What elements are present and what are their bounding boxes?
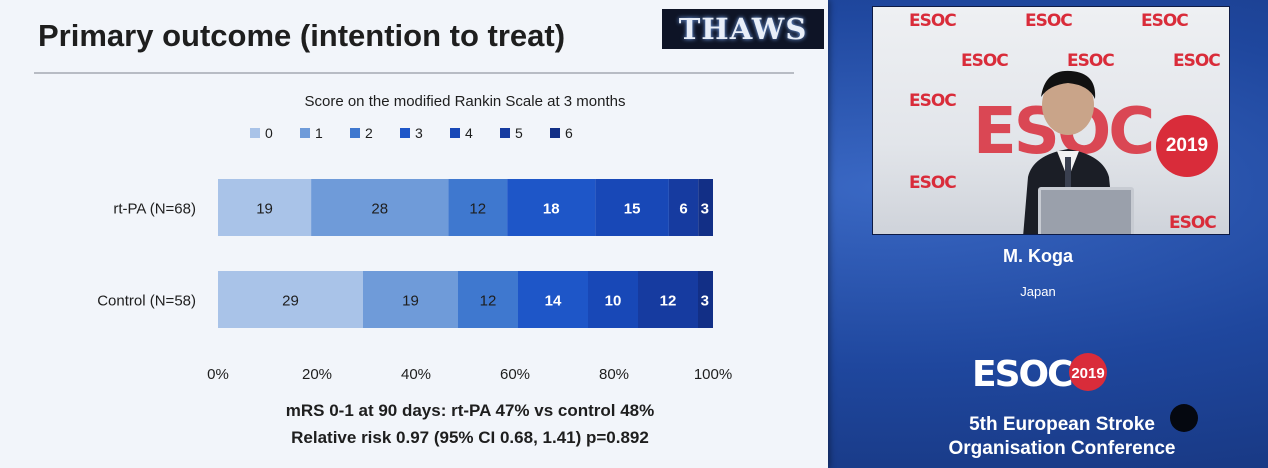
speaker-figure [1023, 70, 1134, 234]
data-label: 29 [282, 293, 299, 310]
speaker-country: Japan [1020, 284, 1056, 299]
esoc-backdrop-logo: ESOC [909, 11, 957, 31]
category-label: Control (N=58) [97, 293, 196, 310]
data-label: 10 [605, 293, 622, 310]
bar-segment [363, 271, 458, 328]
data-label: 12 [480, 293, 497, 310]
data-label: 6 [679, 201, 687, 218]
data-label: 12 [660, 293, 677, 310]
legend-label-6: 6 [565, 125, 573, 141]
esoc-backdrop-logo: ESOC [1141, 11, 1189, 31]
year-badge: 2019 [1156, 115, 1218, 177]
conference-name-line-1: 5th European Stroke [969, 414, 1155, 435]
esoc-backdrop-logo: ESOC [909, 173, 957, 193]
legend-swatch-6 [550, 128, 560, 138]
esoc-backdrop-logo: ESOC [961, 51, 1009, 71]
esoc-backdrop-logo: ESOC [1067, 51, 1115, 71]
stacked-bar-chart: 0 1 2 3 4 5 619 28 12 18 15 6 3rt-PA (N=68)29 19 12 14 1… [97, 125, 732, 383]
legend-label-3: 3 [415, 125, 423, 141]
data-label: 3 [701, 293, 709, 310]
x-tick-label: 80% [599, 366, 629, 383]
x-tick-label: 60% [500, 366, 530, 383]
chart-title: Score on the modified Rankin Scale at 3 … [304, 93, 626, 110]
slide-title: Primary outcome (intention to treat) [38, 18, 566, 53]
data-label: 12 [469, 201, 486, 218]
data-label: 28 [371, 201, 388, 218]
data-label: 19 [256, 201, 273, 218]
esoc-backdrop-logo: ESOC [1025, 11, 1073, 31]
x-tick-label: 20% [302, 366, 332, 383]
x-tick-label: 0% [207, 366, 229, 383]
legend-swatch-0 [250, 128, 260, 138]
stat-line-mrs: mRS 0-1 at 90 days: rt-PA 47% vs control… [285, 401, 655, 420]
microphone-tip [1170, 404, 1198, 432]
conference-logo: ESOC 2019 [972, 353, 1107, 392]
esoc-backdrop-logo: ESOC [909, 91, 957, 111]
title-divider [34, 72, 794, 74]
legend-swatch-5 [500, 128, 510, 138]
legend-label-0: 0 [265, 125, 273, 141]
legend-label-4: 4 [465, 125, 473, 141]
legend-label-2: 2 [365, 125, 373, 141]
data-label: 3 [701, 201, 709, 218]
thaws-logo: THAWS [662, 9, 824, 49]
legend-label-1: 1 [315, 125, 323, 141]
esoc-backdrop-logo: ESOC [1169, 213, 1217, 233]
bar-segment [668, 179, 699, 236]
bar-segment [518, 271, 588, 328]
bar-segment [698, 271, 713, 328]
x-tick-label: 40% [401, 366, 431, 383]
conference-name-line-2: Organisation Conference [948, 438, 1176, 459]
data-label: 18 [543, 201, 560, 218]
legend-swatch-4 [450, 128, 460, 138]
bar-segment [458, 271, 518, 328]
bar-segment [588, 271, 638, 328]
bar-segment [218, 271, 363, 328]
conference-logo-year: 2019 [1071, 365, 1104, 382]
bar-segment [698, 179, 713, 236]
data-label: 14 [545, 293, 562, 310]
bar-segment [638, 271, 698, 328]
legend-swatch-3 [400, 128, 410, 138]
category-label: rt-PA (N=68) [113, 201, 196, 218]
conference-logo-text: ESOC [972, 354, 1072, 392]
stat-line-relative-risk: Relative risk 0.97 (95% CI 0.68, 1.41) p… [291, 428, 649, 447]
bar-segment [595, 179, 669, 236]
bar-segment [448, 179, 508, 236]
speaker-name: M. Koga [1003, 246, 1073, 266]
bar-segment [507, 179, 596, 236]
legend-label-5: 5 [515, 125, 523, 141]
legend-swatch-1 [300, 128, 310, 138]
presentation-slide: Primary outcome (intention to treat) THA… [0, 0, 828, 468]
data-label: 19 [402, 293, 419, 310]
speaker-video-feed: ESOC ESOC ESOC ESOC ESOC ESOC ESOC ESOC … [872, 6, 1230, 235]
x-tick-label: 100% [694, 366, 732, 383]
legend-swatch-2 [350, 128, 360, 138]
esoc-backdrop-logo: ESOC [1173, 51, 1221, 71]
data-label: 15 [624, 201, 641, 218]
bar-segment [218, 179, 312, 236]
bar-segment [311, 179, 449, 236]
